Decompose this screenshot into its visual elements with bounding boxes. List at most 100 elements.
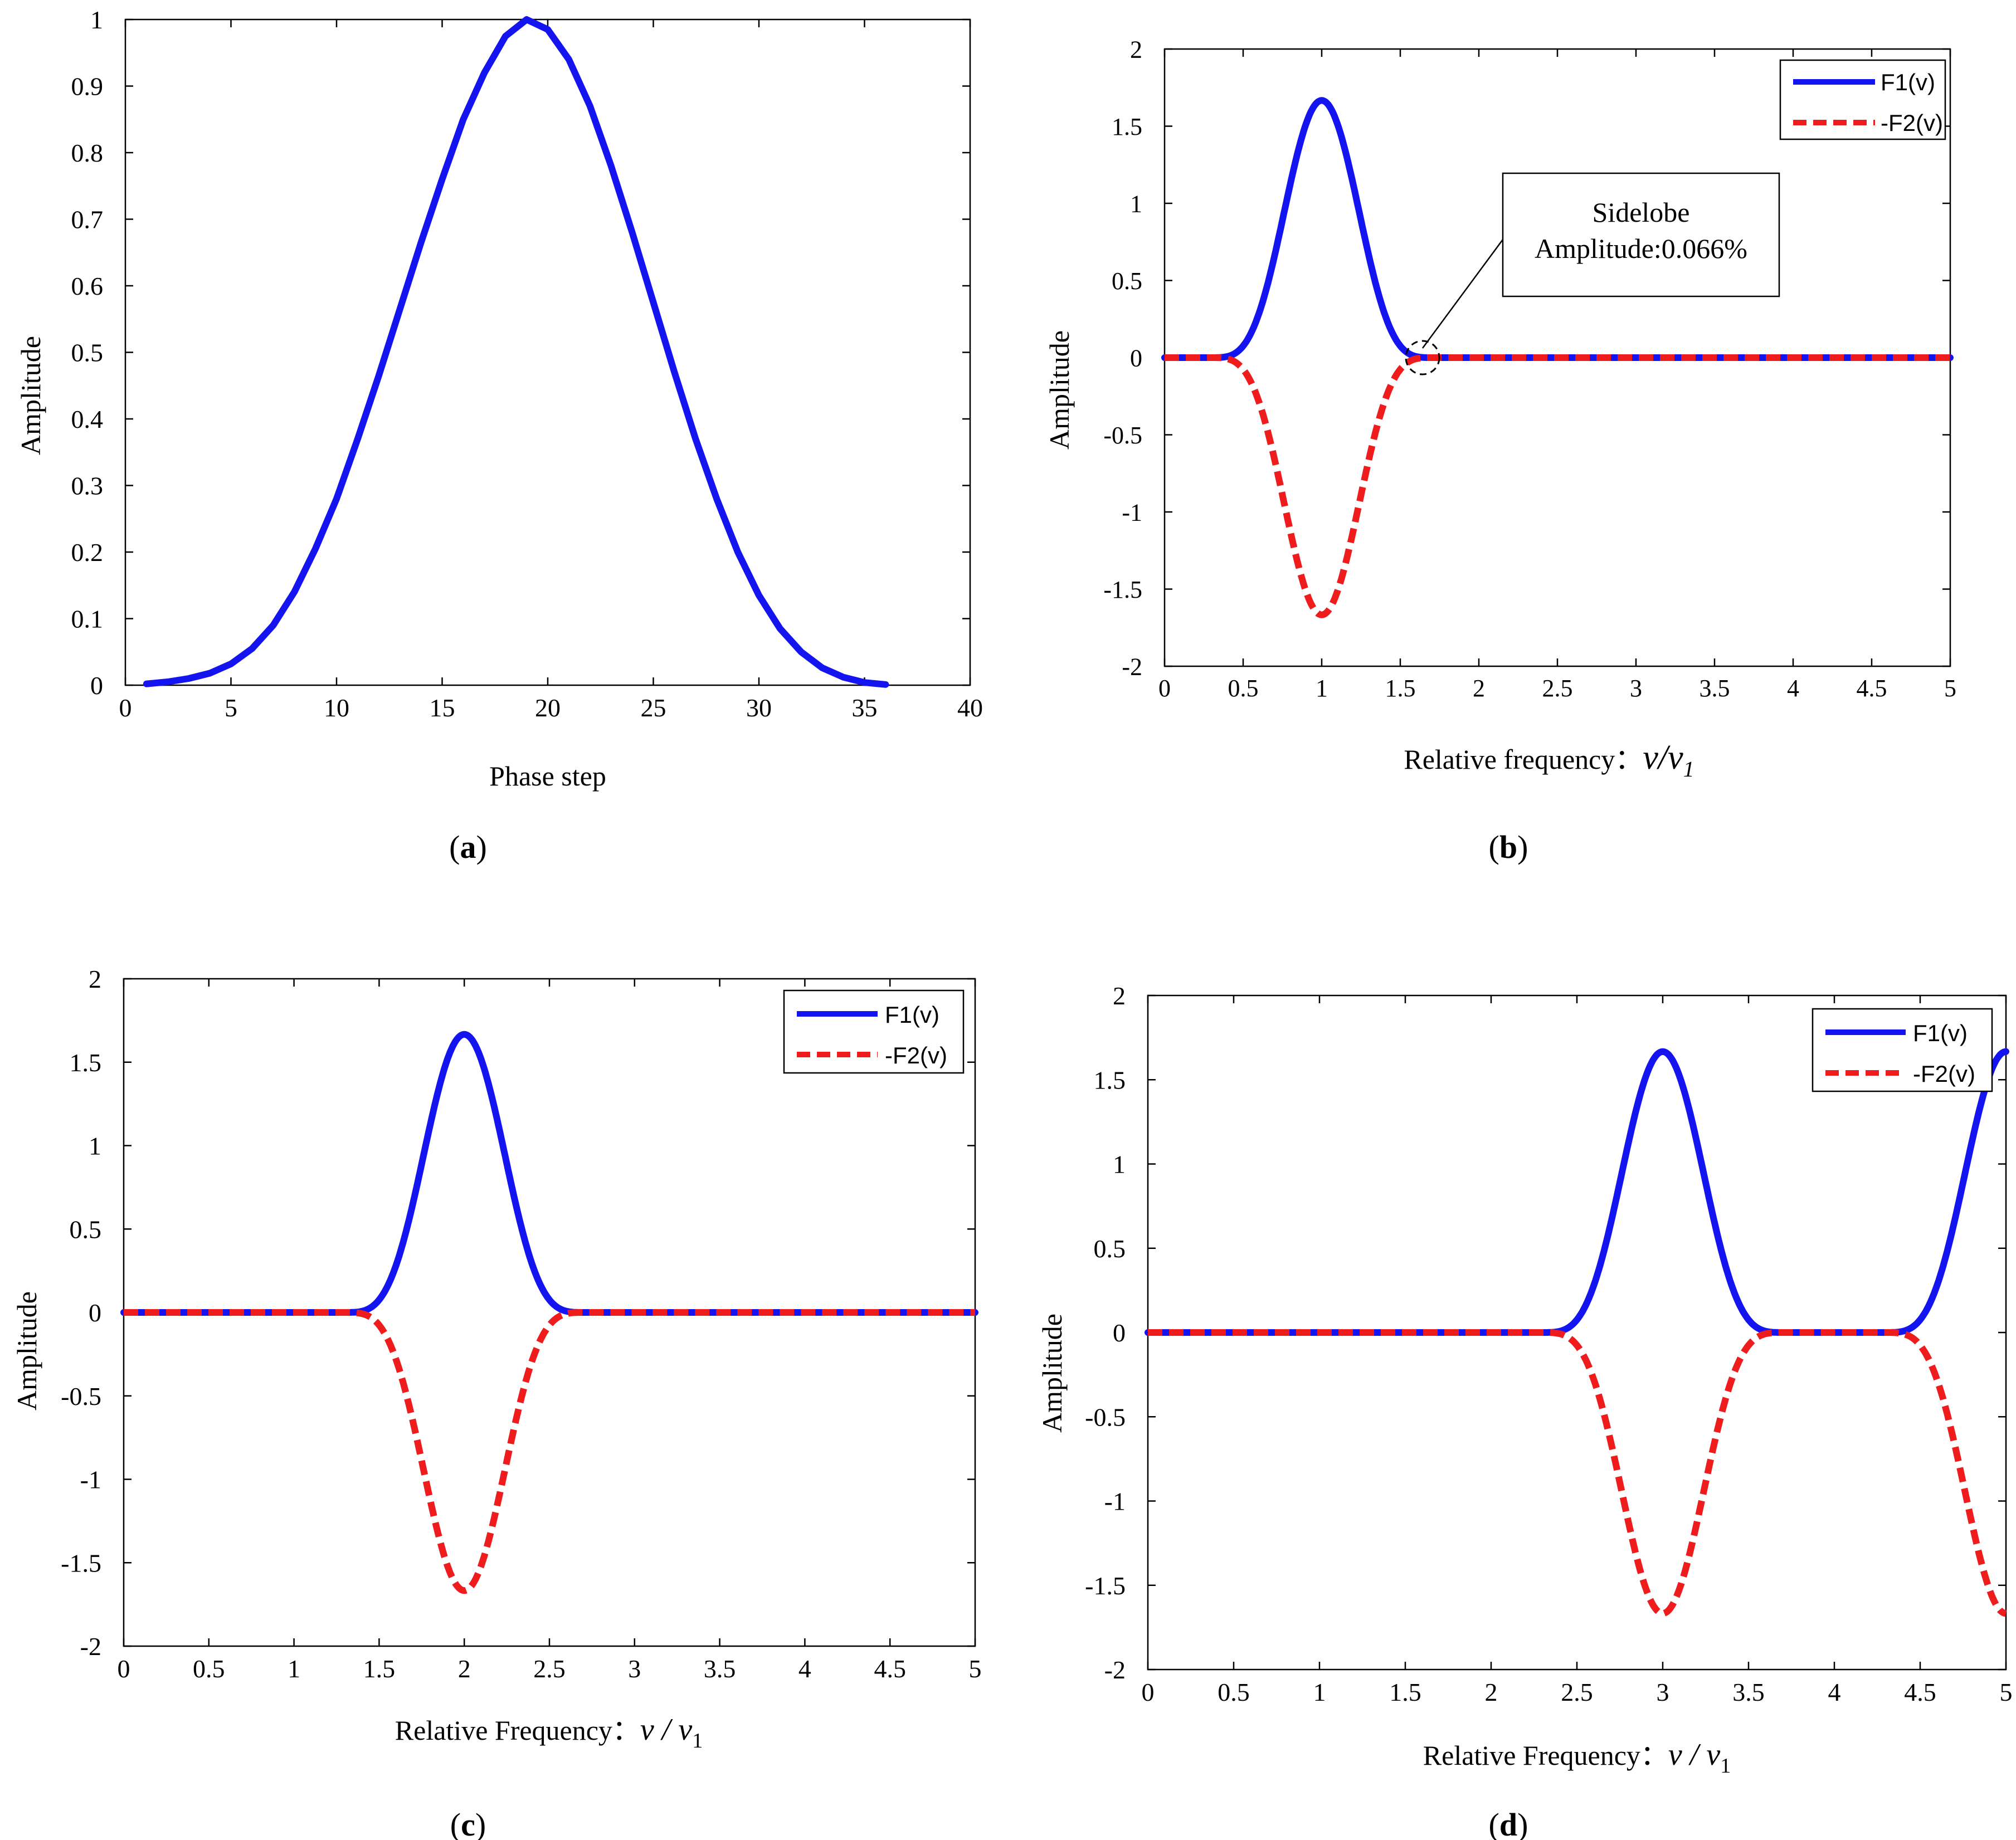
x-tick-label: 0.5: [1228, 675, 1259, 702]
y-tick-label: 0: [1113, 1319, 1126, 1347]
series-line-f1-v: [1145, 1048, 2009, 1336]
y-tick-label: -1.5: [61, 1549, 101, 1577]
panel-label-d: (d): [1489, 1807, 1528, 1840]
x-tick-label: 1.5: [1389, 1678, 1421, 1706]
x-tick-label: 0.5: [1218, 1678, 1250, 1706]
x-tick-label: 0: [118, 1654, 130, 1683]
x-axis-label-c-math: ν / ν: [640, 1712, 692, 1747]
annotation-line1: Sidelobe: [1593, 197, 1690, 228]
x-axis-label-c-sub: 1: [692, 1729, 703, 1753]
y-tick-label: 0.7: [71, 206, 104, 234]
annotation-box: [1502, 172, 1780, 297]
legend-box-b: [1779, 59, 1946, 140]
series-c: [120, 1031, 978, 1594]
legend-label-f2-d: -F2(v): [1913, 1061, 1975, 1087]
x-tick-label: 4.5: [1857, 675, 1887, 702]
x-axis-label-c-text: Relative Frequency：: [395, 1715, 640, 1746]
y-axis-label-b: Amplitude: [1044, 330, 1075, 450]
x-tick-label: 1: [288, 1654, 300, 1683]
ticks-c: 0 0.5 1 1.5 2 2.5 3 3.5 4 4.5 5 -2 -1.5 -1 -0.5 0 0.5 1 1.…: [61, 965, 981, 1683]
y-tick-label: 1: [90, 6, 103, 34]
y-tick-label: 0.6: [71, 272, 104, 300]
y-tick-label: 0.4: [71, 405, 104, 433]
x-tick-label: 0: [1142, 1678, 1155, 1706]
series-line-f2-v: [1162, 354, 1952, 618]
y-tick-label: -1: [80, 1466, 101, 1494]
x-tick-label: 0: [119, 694, 132, 722]
annotation-line2: Amplitude:0.066%: [1535, 233, 1747, 264]
y-tick-label: 1: [89, 1132, 101, 1160]
y-tick-label: 0.9: [71, 72, 104, 101]
y-tick-label: 0.1: [71, 605, 104, 633]
plot-frame-a: [124, 18, 971, 686]
x-tick-label: 1: [1313, 1678, 1326, 1706]
y-tick-label: 2: [1130, 36, 1142, 63]
y-tick-label: -0.5: [61, 1382, 101, 1410]
x-tick-label: 5: [1944, 675, 1956, 702]
panel-a: 0 5 10 15 20 25 30 35 40 0 0.1 0.2 0.3 0.4 0.5 0.6 0.7 0.…: [15, 6, 983, 865]
series-line-amplitude: [143, 16, 889, 688]
x-tick-label: 40: [957, 694, 983, 722]
x-axis-label-c: Relative Frequency：ν / ν1: [395, 1712, 703, 1753]
legend-c: F1(v) -F2(v): [783, 989, 965, 1074]
legend-box-c: [783, 989, 965, 1074]
x-tick-label: 3: [1630, 675, 1642, 702]
y-axis-label-c: Amplitude: [11, 1291, 42, 1410]
panel-label-b-letter: b: [1499, 829, 1517, 865]
y-tick-label: -1.5: [1103, 576, 1142, 603]
x-axis-label-b: Relative frequency：ν/ν1: [1404, 739, 1694, 782]
x-tick-label: 4.5: [1904, 1678, 1936, 1706]
y-tick-label: -2: [1104, 1656, 1126, 1684]
panel-label-b: (b): [1489, 829, 1528, 865]
y-tick-label: 0.5: [70, 1215, 102, 1243]
legend-label-f1-b: F1(v): [1881, 69, 1935, 95]
x-axis-label-b-math: ν/ν: [1643, 739, 1683, 777]
x-tick-label: 5: [969, 1654, 982, 1683]
y-tick-label: 0.3: [71, 472, 104, 500]
y-tick-label: -1: [1104, 1487, 1126, 1516]
x-tick-label: 3: [628, 1654, 641, 1683]
x-axis-label-d-sub: 1: [1720, 1754, 1731, 1778]
legend-d: F1(v) -F2(v): [1812, 1008, 1993, 1092]
legend-b: F1(v) -F2(v): [1779, 59, 1946, 140]
x-tick-label: 0.5: [193, 1654, 225, 1683]
x-tick-label: 1: [1316, 675, 1328, 702]
x-axis-label-d-text: Relative Frequency：: [1423, 1740, 1668, 1771]
series-b: [1161, 97, 1954, 618]
x-tick-label: 0: [1158, 675, 1171, 702]
x-tick-label: 2: [458, 1654, 471, 1683]
panel-c: 0 0.5 1 1.5 2 2.5 3 3.5 4 4.5 5 -2 -1.5 -1 -0.5 0 0.5 1 1.…: [11, 965, 982, 1840]
legend-label-f2-b: -F2(v): [1881, 110, 1943, 136]
y-tick-label: 0.8: [71, 139, 104, 167]
x-axis-label-b-text: Relative frequency：: [1404, 744, 1643, 775]
x-axis-label-d-math: ν / ν: [1668, 1737, 1720, 1772]
y-tick-label: -2: [1122, 653, 1142, 680]
y-tick-label: -2: [80, 1632, 101, 1661]
x-axis-label-b-sub: 1: [1683, 757, 1694, 782]
x-tick-label: 25: [641, 694, 666, 722]
x-tick-label: 15: [430, 694, 455, 722]
series-line-f2-v: [1146, 1329, 2008, 1617]
x-tick-label: 30: [746, 694, 772, 722]
legend-label-f2-c: -F2(v): [885, 1042, 947, 1068]
x-tick-label: 1.5: [363, 1654, 396, 1683]
y-axis-label-d: Amplitude: [1036, 1314, 1068, 1433]
y-tick-label: 0.5: [1112, 267, 1142, 295]
y-tick-label: -1: [1122, 499, 1142, 526]
x-tick-label: 10: [324, 694, 349, 722]
y-tick-label: 0: [90, 671, 103, 700]
y-tick-label: 0.5: [1094, 1234, 1126, 1263]
y-tick-label: -0.5: [1103, 422, 1142, 449]
series-line-f2-v: [121, 1309, 977, 1594]
x-tick-label: 5: [2000, 1678, 2013, 1706]
x-tick-label: 3.5: [1700, 675, 1730, 702]
x-tick-label: 3.5: [704, 1654, 736, 1683]
y-tick-label: 1.5: [1112, 113, 1142, 140]
legend-label-f1-c: F1(v): [885, 1002, 939, 1028]
ticks-b: 0 0.5 1 1.5 2 2.5 3 3.5 4 4.5 5 -2 -1.5 -1 -0.5 0 0.5 1 1.…: [1103, 36, 1956, 702]
x-tick-label: 5: [225, 694, 237, 722]
y-tick-label: -1.5: [1085, 1571, 1126, 1600]
panel-label-a: (a): [449, 829, 487, 865]
series-a: [143, 16, 889, 688]
x-tick-label: 3.5: [1732, 1678, 1765, 1706]
